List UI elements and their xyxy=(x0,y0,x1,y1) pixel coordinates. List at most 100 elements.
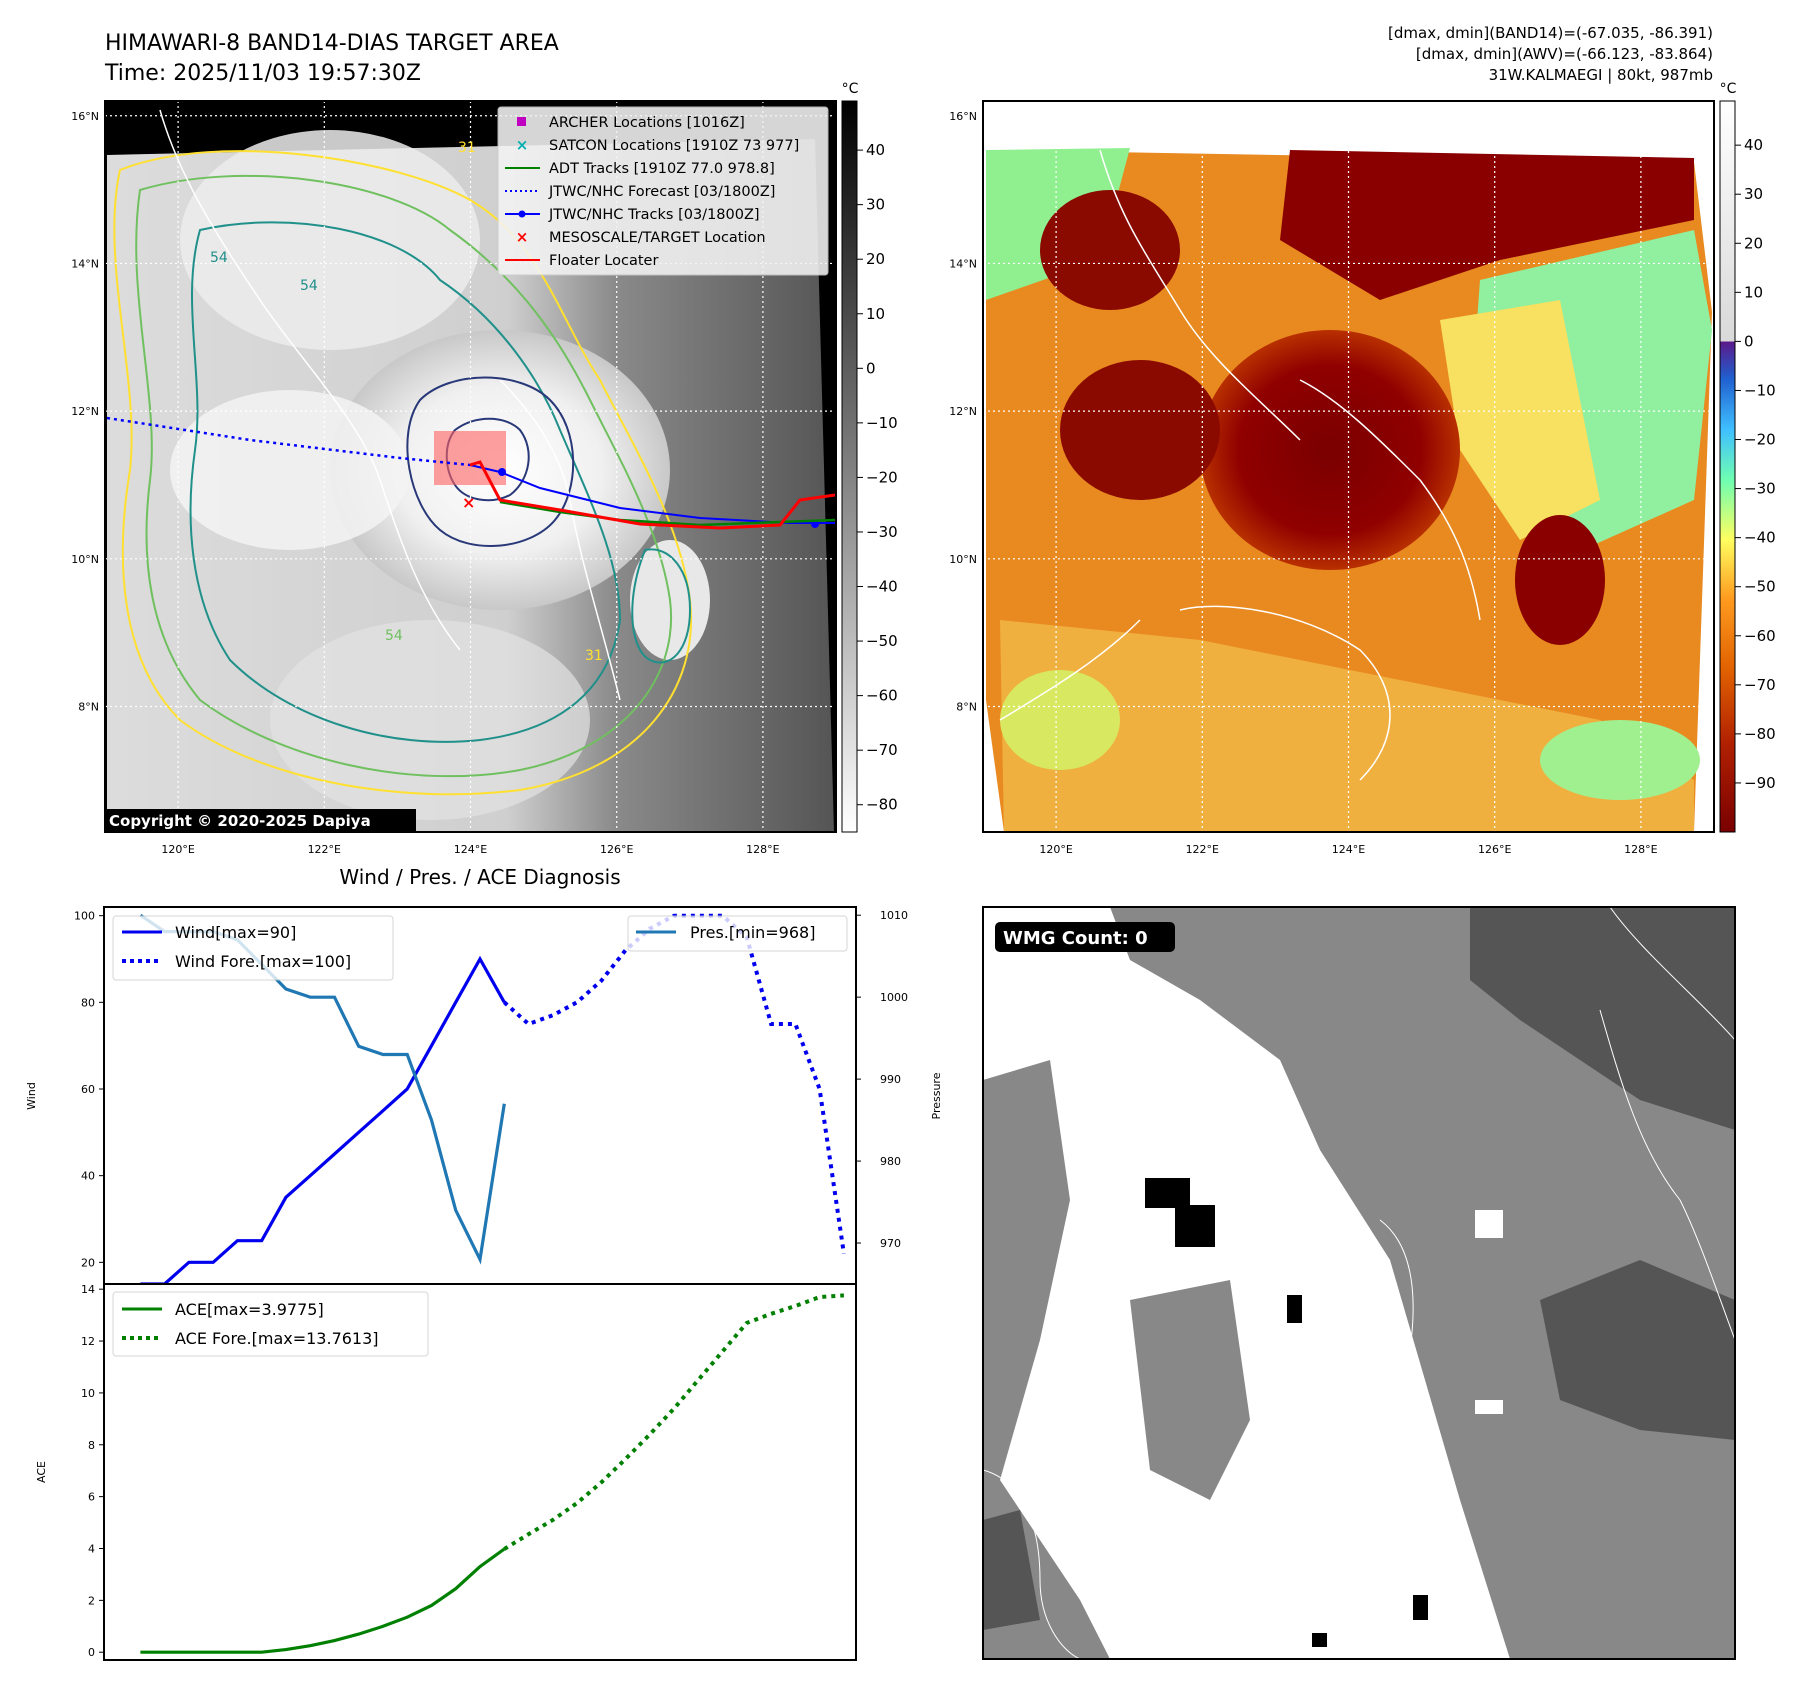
wmg-coastline xyxy=(1609,907,1735,1041)
cold-cloud-band-north xyxy=(1280,150,1694,300)
jtwc-track-point xyxy=(498,468,506,476)
green-patch-southwest xyxy=(1000,670,1120,770)
y-tick-label: 100 xyxy=(74,910,95,923)
wind-legend-box xyxy=(112,915,394,981)
colorbar-tick-label: −10 xyxy=(866,414,898,432)
mesoscale-target-box xyxy=(434,431,506,485)
lon-tick-label: 120°E xyxy=(1039,843,1072,856)
wmg-gray-region-center xyxy=(1130,1280,1250,1500)
lat-tick-label: 16°N xyxy=(71,110,99,123)
coastline-white-2 xyxy=(499,379,621,701)
colorbar-tick-label: −40 xyxy=(1744,529,1776,547)
lon-tick-label: 120°E xyxy=(161,843,194,856)
cloud-band-west xyxy=(170,390,410,550)
warm-core-center xyxy=(1200,330,1460,570)
series-line-ace-fore-max-13-7613 xyxy=(503,1293,845,1551)
y-tick-label: 10 xyxy=(81,1387,95,1400)
legend-marker-dot xyxy=(518,210,526,218)
colorbar-tick-label: 20 xyxy=(1744,234,1763,252)
ace-legend-box xyxy=(112,1291,429,1357)
y-tick-label-right: 1010 xyxy=(880,909,908,922)
right-map-lon-labels: 120°E 122°E 124°E 126°E 128°E xyxy=(1039,843,1657,856)
left-colorbar-bar xyxy=(841,100,858,833)
wmg-count-box xyxy=(995,922,1175,952)
coastline-visayas xyxy=(1299,379,1481,621)
pressure-axis-label: Pressure xyxy=(930,1072,943,1119)
pressure-legend-box xyxy=(627,915,848,952)
lat-tick-label: 12°N xyxy=(71,405,99,418)
contour-label: 54 xyxy=(385,628,403,644)
contour-green xyxy=(135,174,673,778)
adt-track xyxy=(499,500,836,527)
contour-lines xyxy=(113,109,693,796)
y-tick-label: 2 xyxy=(88,1594,95,1607)
y-tick-label: 80 xyxy=(81,996,95,1009)
copyright-box xyxy=(104,809,416,832)
right-map-gridlines xyxy=(983,101,1714,832)
colorbar-tick-label: −30 xyxy=(866,523,898,541)
yellow-band-east xyxy=(1440,300,1600,540)
y-tick-label: 4 xyxy=(88,1542,95,1555)
wmg-frame xyxy=(982,906,1736,1660)
colorbar-tick-label: −80 xyxy=(1744,725,1776,743)
pressure-legend: Pres.[min=968] xyxy=(627,915,848,952)
wmg-gray-region-north xyxy=(1110,907,1735,1659)
track-legend-label: MESOSCALE/TARGET Location xyxy=(549,230,766,246)
green-patch-south xyxy=(1540,720,1700,800)
wmg-gray-region-west xyxy=(983,1060,1110,1659)
y-tick-label: 0 xyxy=(88,1646,95,1659)
left-colorbar-unit: °C xyxy=(842,81,859,97)
right-coastlines xyxy=(999,149,1481,781)
wind-forecast-legend-label: Wind Fore.[max=100] xyxy=(175,952,351,971)
colorbar-tick-label: −20 xyxy=(866,468,898,486)
wind-legend: Wind[max=90] Wind Fore.[max=100] xyxy=(112,915,394,981)
colorbar-tick-label: −60 xyxy=(866,687,898,705)
east-blob xyxy=(1515,515,1605,645)
lon-tick-label: 126°E xyxy=(1478,843,1511,856)
contour-label: 31 xyxy=(585,648,603,664)
contour-label: 31 xyxy=(458,140,476,156)
track-legend-label: SATCON Locations [1910Z 73 977] xyxy=(549,138,799,154)
lon-tick-label: 122°E xyxy=(1186,843,1219,856)
cloud-band-south xyxy=(270,620,590,820)
right-colorbar: °C 40 30 20 10 0 −10 −20 −30 −40 −50 −60 −70 −80 −90 xyxy=(1719,81,1776,833)
colorbar-tick-label: −60 xyxy=(1744,627,1776,645)
legend-marker-x: × xyxy=(516,228,529,246)
left-map-frame xyxy=(104,100,837,833)
lat-tick-label: 12°N xyxy=(949,405,977,418)
colorbar-tick-label: 40 xyxy=(1744,136,1763,154)
colorbar-tick-label: −30 xyxy=(1744,480,1776,498)
left-map-lon-labels: 120°E 122°E 124°E 126°E 128°E xyxy=(161,843,779,856)
lat-tick-label: 16°N xyxy=(949,110,977,123)
y-tick-label: 40 xyxy=(81,1170,95,1183)
contour-label: 54 xyxy=(210,250,228,266)
y-tick-label: 20 xyxy=(81,1256,95,1269)
wmg-white-cell xyxy=(1475,1210,1503,1238)
legend-marker-square xyxy=(517,117,526,126)
y-tick-label: 60 xyxy=(81,1083,95,1096)
jtwc-forecast-track xyxy=(106,416,471,467)
colorbar-tick-label: −40 xyxy=(866,578,898,596)
y-tick-label-right: 1000 xyxy=(880,991,908,1004)
wmg-coastline xyxy=(1599,1009,1735,1341)
left-map-lat-labels: 16°N 14°N 12°N 10°N 8°N xyxy=(71,110,99,714)
right-map-frame xyxy=(982,100,1715,833)
y-tick-label-right: 990 xyxy=(880,1073,901,1086)
wind-axis-label: Wind xyxy=(25,1082,38,1110)
coastline-mindanao xyxy=(1179,605,1391,781)
colorbar-tick-label: −50 xyxy=(1744,578,1776,596)
colorbar-tick-label: 40 xyxy=(866,141,885,159)
colorbar-tick-label: 30 xyxy=(866,196,885,214)
contour-inner-navy xyxy=(406,376,575,547)
lon-tick-label: 128°E xyxy=(746,843,779,856)
ace-legend: ACE[max=3.9775] ACE Fore.[max=13.7613] xyxy=(112,1291,429,1357)
contour-outer-yellow xyxy=(113,150,693,796)
wmg-black-cell xyxy=(1312,1633,1327,1647)
coastline-luzon xyxy=(1099,149,1301,441)
y-tick-label: 14 xyxy=(81,1283,95,1296)
left-map-panel: × 16°N 14°N 12°N 10°N 8°N 120°E 122°E 124°E 126… xyxy=(71,100,837,856)
y-tick-label-right: 970 xyxy=(880,1237,901,1250)
colorbar-tick-label: −70 xyxy=(1744,676,1776,694)
contour-east-blob xyxy=(631,548,692,664)
lat-tick-label: 10°N xyxy=(949,553,977,566)
